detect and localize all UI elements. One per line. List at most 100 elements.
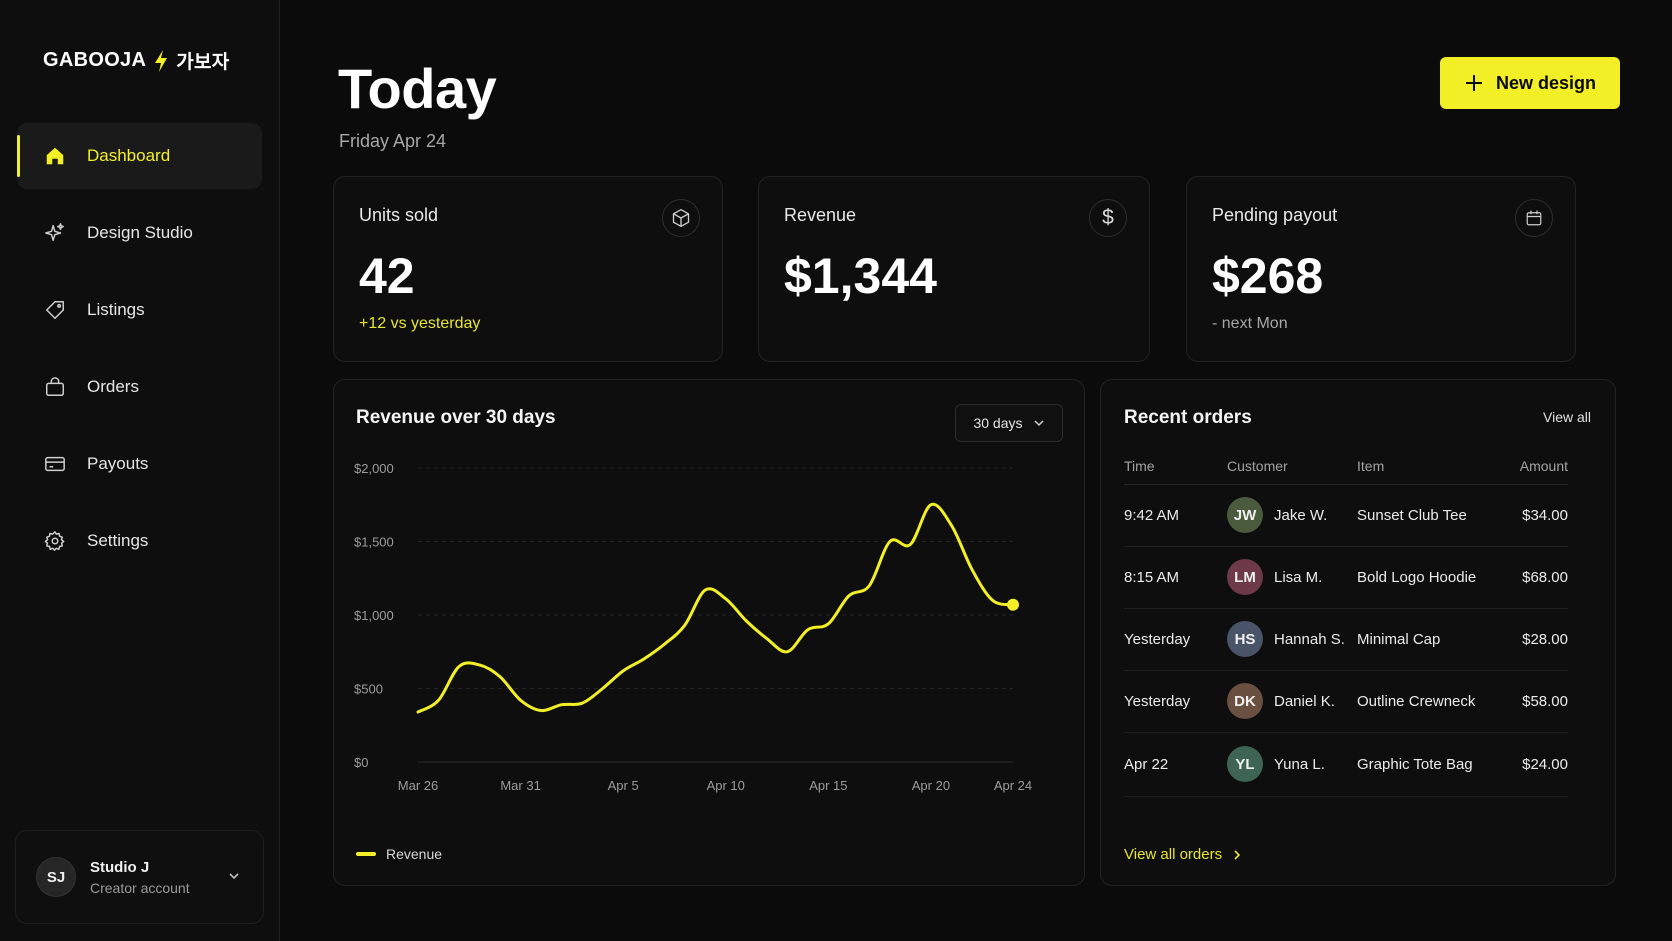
- recent-orders-card: Recent orders View all Time Customer Ite…: [1100, 379, 1616, 886]
- y-tick-label: $500: [354, 682, 383, 697]
- revenue-series-line: [416, 502, 1015, 714]
- sparkle-icon: [43, 221, 67, 245]
- brand-name: GABOOJA: [43, 49, 147, 71]
- x-tick-label: Apr 10: [707, 778, 745, 793]
- bolt-icon: [155, 49, 168, 72]
- stat-label: Units sold: [359, 205, 439, 225]
- y-tick-label: $0: [354, 755, 368, 770]
- account-name: Studio J: [90, 858, 150, 876]
- avatar: SJ: [36, 857, 76, 897]
- main-content: Today Friday Apr 24 New design Units sol…: [280, 0, 1672, 941]
- sidebar-item-payouts[interactable]: Payouts: [17, 431, 262, 497]
- avatar: LM: [1227, 559, 1263, 595]
- new-design-button[interactable]: New design: [1440, 57, 1620, 109]
- order-customer: HS Hannah S.: [1227, 608, 1357, 671]
- chevron-down-icon: [1033, 420, 1044, 427]
- order-customer: YL Yuna L.: [1227, 732, 1357, 797]
- brand-korean: 가보자: [176, 52, 230, 73]
- range-dropdown[interactable]: 30 days: [955, 404, 1063, 442]
- x-tick-label: Apr 5: [608, 778, 639, 793]
- customer-name: Jake W.: [1274, 506, 1328, 524]
- table-row[interactable]: Yesterday HS Hannah S. Minimal Cap $28.00: [1124, 608, 1568, 671]
- customer-name: Lisa M.: [1274, 568, 1323, 586]
- order-time: Yesterday: [1124, 608, 1227, 671]
- sidebar-item-label: Listings: [87, 300, 145, 319]
- order-item: Minimal Cap: [1357, 608, 1497, 671]
- stat-card-units-sold: Units sold 42 +12 vs yesterday: [333, 176, 723, 362]
- sidebar-item-label: Dashboard: [87, 146, 171, 165]
- card-icon: [43, 452, 67, 476]
- order-time: Yesterday: [1124, 670, 1227, 733]
- stat-value: $268: [1212, 248, 1324, 304]
- order-amount: $24.00: [1497, 732, 1568, 797]
- sidebar-item-dashboard[interactable]: Dashboard: [17, 123, 262, 189]
- sidebar-item-label: Orders: [87, 377, 139, 396]
- plus-icon: [1465, 75, 1482, 91]
- column-header-item: Item: [1357, 448, 1497, 485]
- avatar: JW: [1227, 497, 1263, 533]
- order-item: Sunset Club Tee: [1357, 484, 1497, 547]
- x-tick-label: Mar 31: [500, 778, 540, 793]
- order-amount: $34.00: [1497, 484, 1568, 547]
- customer-name: Daniel K.: [1274, 692, 1335, 710]
- stat-card-pending-payout: Pending payout $268 - next Mon: [1186, 176, 1576, 362]
- y-tick-label: $1,500: [354, 535, 394, 550]
- stat-delta: +12 vs yesterday: [359, 315, 481, 332]
- latest-point: [1007, 598, 1019, 611]
- brand-logo[interactable]: GABOOJA 가보자: [43, 47, 230, 74]
- sidebar-item-listings[interactable]: Listings: [17, 277, 262, 343]
- account-info: Studio J Creator account: [90, 859, 190, 896]
- column-header-amount: Amount: [1497, 448, 1568, 485]
- sidebar-item-label: Payouts: [87, 454, 149, 473]
- x-tick-label: Mar 26: [398, 778, 438, 793]
- sidebar-item-settings[interactable]: Settings: [17, 508, 262, 574]
- dollar-icon: $: [1089, 199, 1127, 237]
- table-row[interactable]: 8:15 AM LM Lisa M. Bold Logo Hoodie $68.00: [1124, 546, 1568, 609]
- revenue-line-chart: $0 $500 $1,000 $1,500 $2,000 Mar 26 Mar 31 Apr …: [354, 461, 1032, 793]
- x-tick-label: Apr 15: [809, 778, 847, 793]
- tag-icon: [43, 298, 67, 322]
- view-all-orders-link[interactable]: View all orders: [1124, 846, 1242, 863]
- customer-name: Hannah S.: [1274, 630, 1345, 648]
- order-item: Outline Crewneck: [1357, 670, 1497, 733]
- account-type: Creator account: [90, 879, 190, 896]
- table-row[interactable]: Yesterday DK Daniel K. Outline Crewneck $58.…: [1124, 670, 1568, 733]
- table-row[interactable]: Apr 22 YL Yuna L. Graphic Tote Bag $24.00: [1124, 732, 1568, 797]
- sidebar-item-orders[interactable]: Orders: [17, 354, 262, 420]
- page-date: Friday Apr 24: [339, 131, 447, 151]
- order-customer: DK Daniel K.: [1227, 670, 1357, 733]
- order-customer: JW Jake W.: [1227, 484, 1357, 547]
- order-item: Graphic Tote Bag: [1357, 732, 1497, 797]
- account-switcher[interactable]: SJ Studio J Creator account: [15, 830, 264, 924]
- order-customer: LM Lisa M.: [1227, 546, 1357, 609]
- order-item: Bold Logo Hoodie: [1357, 546, 1497, 609]
- view-all-link[interactable]: View all: [1543, 409, 1591, 425]
- new-design-label: New design: [1495, 72, 1597, 93]
- view-all-orders-label: View all orders: [1124, 846, 1223, 863]
- column-header-time: Time: [1124, 448, 1227, 485]
- stat-sub: - next Mon: [1212, 315, 1288, 332]
- range-label: 30 days: [973, 415, 1023, 431]
- home-icon: [43, 144, 67, 168]
- stat-label: Revenue: [784, 205, 857, 225]
- column-header-customer: Customer: [1227, 448, 1357, 485]
- chevron-down-icon: [229, 873, 239, 880]
- sidebar-item-design-studio[interactable]: Design Studio: [17, 200, 262, 266]
- stat-value: $1,344: [784, 248, 937, 304]
- order-amount: $68.00: [1497, 546, 1568, 609]
- sidebar-item-label: Settings: [87, 531, 149, 550]
- sidebar-item-label: Design Studio: [87, 223, 193, 242]
- customer-cell: JW Jake W.: [1227, 497, 1357, 533]
- legend-swatch: [356, 852, 376, 856]
- stat-label: Pending payout: [1212, 205, 1338, 225]
- table-row[interactable]: 9:42 AM JW Jake W. Sunset Club Tee $34.00: [1124, 484, 1568, 547]
- order-amount: $58.00: [1497, 670, 1568, 733]
- y-tick-label: $1,000: [354, 608, 394, 623]
- legend-label: Revenue: [386, 846, 443, 862]
- table-header-row: Time Customer Item Amount: [1124, 448, 1568, 485]
- sidebar: GABOOJA 가보자 Dashboard Design Studio: [0, 0, 280, 941]
- x-tick-label: Apr 24: [994, 778, 1032, 793]
- stat-card-revenue: Revenue $ $1,344: [758, 176, 1150, 362]
- order-time: 8:15 AM: [1124, 546, 1227, 609]
- avatar: HS: [1227, 621, 1263, 657]
